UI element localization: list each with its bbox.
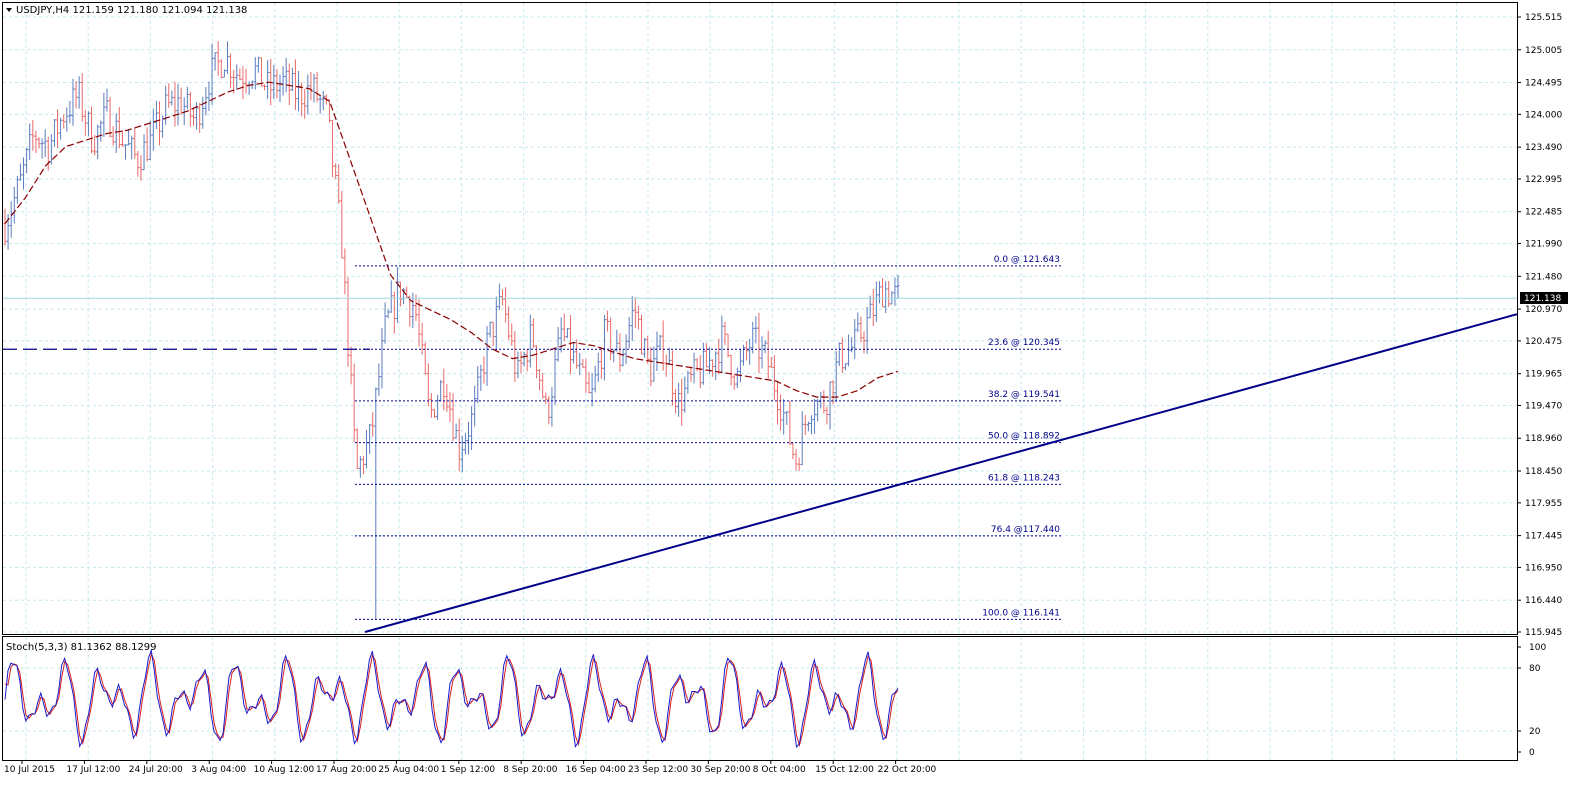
current-price-tag <box>1520 292 1568 304</box>
stoch-frame <box>2 636 1518 761</box>
price-tick-label: 124.495 <box>1525 79 1562 89</box>
price-tick-label: 118.960 <box>1525 434 1562 444</box>
price-tick-label: 120.475 <box>1525 337 1562 347</box>
candles <box>3 41 900 620</box>
fib-label: 0.0 @ 121.643 <box>994 255 1060 265</box>
stoch-label: Stoch(5,3,3) 81.1362 88.1299 <box>6 642 157 653</box>
dropdown-arrow-icon[interactable] <box>6 8 12 12</box>
time-tick-label: 30 Sep 20:00 <box>690 765 750 775</box>
stoch-tick-label: 20 <box>1529 727 1541 737</box>
trendline <box>364 313 1518 633</box>
price-tick-label: 122.995 <box>1525 175 1562 185</box>
sma-line <box>4 81 899 398</box>
current-price: 121.138 <box>1524 294 1561 304</box>
time-tick-label: 17 Aug 20:00 <box>316 765 377 775</box>
moving-average <box>4 81 899 398</box>
price-tick-label: 116.440 <box>1525 596 1562 606</box>
price-tick-label: 116.950 <box>1525 563 1562 573</box>
time-tick-label: 25 Aug 04:00 <box>378 765 439 775</box>
time-tick-label: 3 Aug 04:00 <box>191 765 246 775</box>
time-tick-label: 22 Oct 20:00 <box>878 765 937 775</box>
stoch-signal-line <box>4 652 899 748</box>
price-axis: 125.515 125.005 124.495 124.000 123.490 122.9… <box>1517 13 1562 758</box>
price-tick-label: 125.515 <box>1525 13 1562 23</box>
symbol-line: USDJPY,H4 121.159 121.180 121.094 121.13… <box>16 5 247 16</box>
price-tick-label: 121.990 <box>1525 240 1562 250</box>
stoch-main-line <box>4 648 899 749</box>
price-tick-label: 119.470 <box>1525 401 1562 411</box>
stoch-tick-label: 100 <box>1529 643 1546 653</box>
time-tick-label: 15 Oct 12:00 <box>815 765 874 775</box>
time-tick-label: 23 Sep 12:00 <box>628 765 688 775</box>
time-axis: 10 Jul 2015 17 Jul 12:00 24 Jul 20:00 3 Aug… <box>4 760 937 775</box>
price-tick-label: 115.945 <box>1525 628 1562 638</box>
fib-label: 23.6 @ 120.345 <box>988 338 1060 348</box>
time-tick-label: 16 Sep 04:00 <box>566 765 626 775</box>
price-tick-label: 124.000 <box>1525 110 1562 120</box>
stoch-tick-label: 0 <box>1529 748 1535 758</box>
price-tick-label: 119.965 <box>1525 370 1562 380</box>
price-tick-label: 125.005 <box>1525 46 1562 56</box>
time-tick-label: 1 Sep 12:00 <box>441 765 496 775</box>
price-tick-label: 118.450 <box>1525 467 1562 477</box>
price-tick-label: 120.970 <box>1525 305 1562 315</box>
fib-label: 100.0 @ 116.141 <box>982 608 1060 618</box>
fib-label: 76.4 @117.440 <box>991 525 1060 535</box>
main-frame <box>2 2 1518 635</box>
time-tick-label: 24 Jul 20:00 <box>129 765 183 775</box>
price-tick-label: 123.490 <box>1525 143 1562 153</box>
trendline <box>364 313 1518 633</box>
price-tick-label: 117.445 <box>1525 532 1562 542</box>
stochastic-panel <box>4 648 899 749</box>
price-tick-label: 121.480 <box>1525 272 1562 282</box>
horizontal-level <box>3 297 1517 350</box>
fib-label: 50.0 @ 118.892 <box>988 432 1060 442</box>
fibonacci-levels: 0.0 @ 121.643 23.6 @ 120.345 38.2 @ 119.54… <box>355 255 1062 620</box>
time-tick-label: 10 Aug 12:00 <box>254 765 315 775</box>
time-tick-label: 8 Oct 04:00 <box>753 765 806 775</box>
time-tick-label: 10 Jul 2015 <box>4 765 55 775</box>
price-tick-label: 117.955 <box>1525 499 1562 509</box>
stoch-tick-label: 80 <box>1529 664 1541 674</box>
price-tick-label: 122.485 <box>1525 208 1562 218</box>
fib-label: 61.8 @ 118.243 <box>988 473 1060 483</box>
fib-label: 38.2 @ 119.541 <box>988 390 1060 400</box>
time-tick-label: 17 Jul 12:00 <box>66 765 120 775</box>
time-tick-label: 8 Sep 20:00 <box>503 765 558 775</box>
